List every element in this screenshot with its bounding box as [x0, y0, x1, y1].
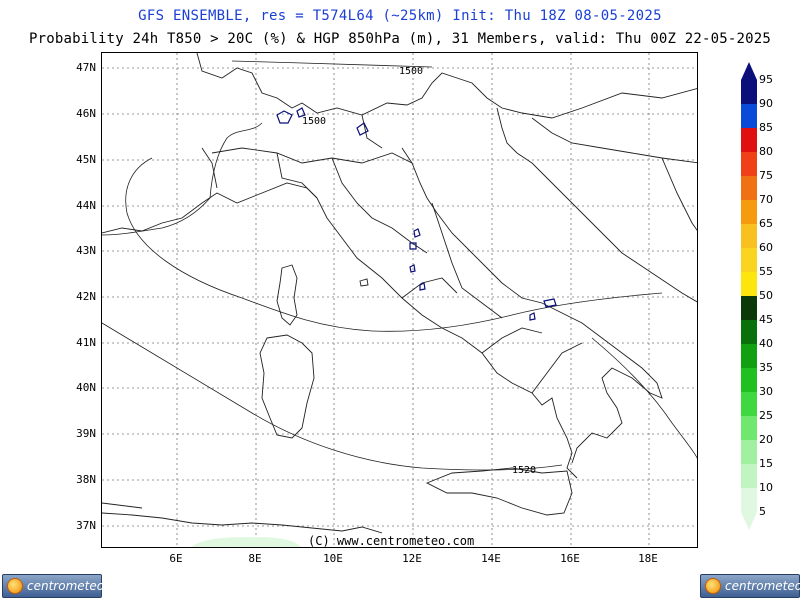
- lon-label: 16E: [560, 552, 580, 565]
- colorbar-cell: [741, 464, 757, 488]
- graticule: [102, 53, 697, 547]
- logo-icon: [7, 578, 23, 594]
- colorbar-label: 65: [759, 217, 773, 230]
- colorbar-label: 60: [759, 241, 773, 254]
- colorbar-label: 90: [759, 97, 773, 110]
- lat-label: 42N: [76, 290, 96, 303]
- colorbar: [741, 62, 757, 530]
- colorbar-label: 15: [759, 457, 773, 470]
- chart-title: GFS ENSEMBLE, res = T574L64 (~25km) Init…: [138, 8, 662, 24]
- colorbar-label: 45: [759, 313, 773, 326]
- colorbar-label: 50: [759, 289, 773, 302]
- colorbar-label: 80: [759, 145, 773, 158]
- colorbar-cell: [741, 272, 757, 296]
- lat-label: 47N: [76, 61, 96, 74]
- colorbar-cell: [741, 488, 757, 512]
- lat-label: 45N: [76, 153, 96, 166]
- lat-label: 46N: [76, 107, 96, 120]
- colorbar-cell: [741, 344, 757, 368]
- colorbar-cell: [741, 152, 757, 176]
- colorbar-cell: [741, 104, 757, 128]
- colorbar-label: 85: [759, 121, 773, 134]
- colorbar-cell: [741, 224, 757, 248]
- hgp-contours: [102, 60, 697, 471]
- colorbar-label: 70: [759, 193, 773, 206]
- map-canvas: 1500 1500 1520: [102, 53, 697, 547]
- colorbar-label: 5: [759, 505, 766, 518]
- lat-label: 41N: [76, 336, 96, 349]
- colorbar-label: 10: [759, 481, 773, 494]
- colorbar-cell: [741, 80, 757, 104]
- lat-label: 44N: [76, 199, 96, 212]
- probability-area-5: [191, 537, 301, 547]
- colorbar-label: 25: [759, 409, 773, 422]
- contour-label: 1500: [399, 66, 423, 77]
- centrometeo-logo-left[interactable]: centrometeo: [2, 574, 105, 598]
- colorbar-label: 35: [759, 361, 773, 374]
- map-panel: 1500 1500 1520: [101, 52, 698, 548]
- lon-label: 18E: [638, 552, 658, 565]
- coastlines: [102, 53, 697, 534]
- colorbar-cell: [741, 320, 757, 344]
- lon-label: 12E: [402, 552, 422, 565]
- colorbar-cell: [741, 416, 757, 440]
- lon-label: 6E: [169, 552, 183, 565]
- probability-contours: [276, 107, 557, 321]
- lat-label: 37N: [76, 519, 96, 532]
- lat-label: 40N: [76, 381, 96, 394]
- lat-label: 38N: [76, 473, 96, 486]
- colorbar-label: 75: [759, 169, 773, 182]
- lon-label: 10E: [323, 552, 343, 565]
- colorbar-top-arrow: [741, 62, 757, 80]
- centrometeo-logo-right[interactable]: centrometeo: [700, 574, 800, 598]
- contour-label: 1520: [512, 465, 536, 476]
- colorbar-cell: [741, 176, 757, 200]
- colorbar-label: 95: [759, 73, 773, 86]
- colorbar-label: 55: [759, 265, 773, 278]
- colorbar-label: 40: [759, 337, 773, 350]
- logo-text: centrometeo: [725, 579, 800, 593]
- colorbar-label: 30: [759, 385, 773, 398]
- chart-subtitle: Probability 24h T850 > 20C (%) & HGP 850…: [28, 31, 772, 47]
- logo-text: centrometeo: [27, 579, 105, 593]
- colorbar-cell: [741, 248, 757, 272]
- contour-label: 1500: [302, 116, 326, 127]
- colorbar-cell: [741, 128, 757, 152]
- colorbar-bottom-arrow: [741, 512, 757, 530]
- colorbar-cell: [741, 296, 757, 320]
- colorbar-cell: [741, 200, 757, 224]
- lat-label: 39N: [76, 427, 96, 440]
- copyright-text: (C) www.centrometeo.com: [308, 534, 475, 548]
- logo-icon: [705, 578, 721, 594]
- colorbar-cell: [741, 440, 757, 464]
- colorbar-label: 20: [759, 433, 773, 446]
- colorbar-cell: [741, 368, 757, 392]
- lat-label: 43N: [76, 244, 96, 257]
- lon-label: 14E: [481, 552, 501, 565]
- lon-label: 8E: [248, 552, 262, 565]
- colorbar-cell: [741, 392, 757, 416]
